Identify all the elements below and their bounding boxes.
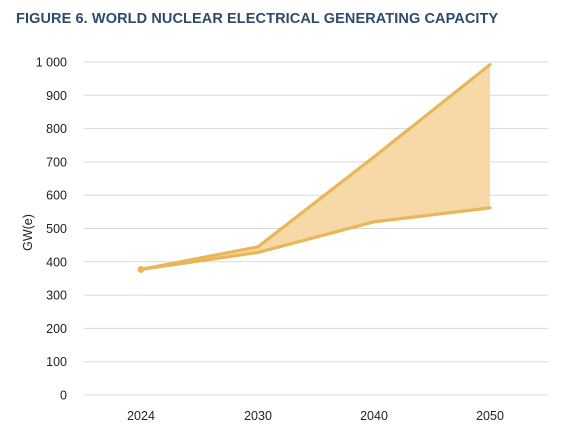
data-point-start: [137, 265, 145, 273]
y-tick-label: 800: [46, 122, 67, 136]
y-tick-label: 200: [46, 322, 67, 336]
y-tick-label: 100: [46, 355, 67, 369]
y-tick-label: 400: [46, 255, 67, 269]
x-tick-label: 2040: [360, 409, 388, 423]
x-axis-ticks: 2024 2030 2040 2050: [127, 409, 504, 423]
x-tick-label: 2050: [476, 409, 504, 423]
chart-title: FIGURE 6. WORLD NUCLEAR ELECTRICAL GENER…: [16, 11, 499, 27]
x-tick-label: 2030: [244, 409, 272, 423]
y-tick-label: 700: [46, 155, 67, 169]
y-tick-label: 300: [46, 289, 67, 303]
y-axis-ticks: 0 100 200 300 400 500 600 700 800 900 1 000: [36, 56, 67, 403]
series-line-high: [139, 63, 492, 272]
y-tick-label: 1 000: [36, 56, 67, 70]
y-tick-label: 0: [60, 389, 67, 403]
x-tick-label: 2024: [127, 409, 155, 423]
y-axis-label: GW(e): [21, 214, 35, 251]
data-marks: [137, 63, 492, 273]
series-line-low: [139, 206, 492, 272]
y-tick-label: 600: [46, 189, 67, 203]
y-tick-label: 500: [46, 222, 67, 236]
y-tick-label: 900: [46, 89, 67, 103]
